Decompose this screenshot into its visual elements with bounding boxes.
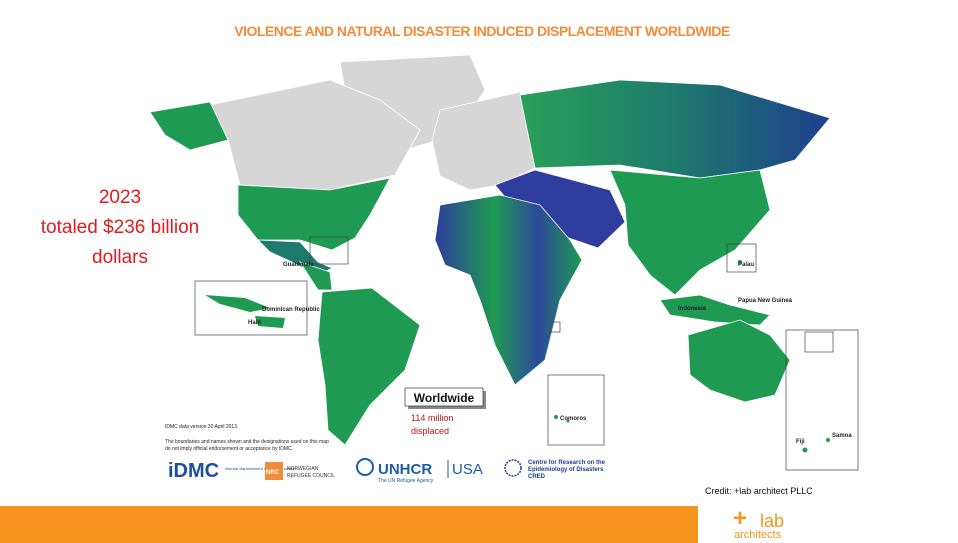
cuba bbox=[205, 295, 270, 312]
idmc-logo: iDMC bbox=[168, 460, 219, 482]
asia bbox=[609, 169, 771, 296]
note: do not imply official endorsement or acc… bbox=[165, 446, 293, 452]
nrc-square bbox=[265, 462, 283, 480]
cost-line: totaled $236 billion bbox=[41, 217, 199, 238]
island bbox=[802, 447, 808, 453]
note: IDMC data version 30 April 2013 bbox=[165, 424, 237, 430]
map-label: Papua New Guinea bbox=[738, 298, 793, 304]
note: The boundaries and names shown and the d… bbox=[165, 439, 329, 445]
inset-boxes bbox=[194, 236, 859, 471]
hispaniola bbox=[255, 316, 285, 328]
caribbean-inset bbox=[194, 280, 308, 336]
map-label: Samoa bbox=[832, 433, 852, 439]
worldwide-value: 114 million bbox=[411, 413, 453, 423]
nrc-logo: NRC bbox=[266, 470, 280, 476]
comoros-inset bbox=[547, 374, 605, 446]
pacific-marker bbox=[804, 331, 834, 353]
palau-inset bbox=[726, 243, 757, 273]
map-label: Haiti bbox=[248, 320, 261, 326]
central-america bbox=[299, 261, 333, 291]
brand-name: lab bbox=[760, 511, 784, 531]
inset-islands bbox=[205, 260, 830, 453]
map-label: Indonesia bbox=[678, 306, 707, 312]
brand-mark: + bbox=[733, 505, 747, 532]
map-label: Comoros bbox=[560, 416, 587, 422]
world-map bbox=[149, 54, 831, 446]
cred-text: Centre for Research on the bbox=[528, 460, 606, 466]
nrc-sub: REFUGEE COUNCIL bbox=[287, 473, 335, 479]
cred-text: Epidemiology of Disasters bbox=[528, 467, 604, 473]
unhcr-country: USA bbox=[452, 461, 483, 478]
map-label: Palau bbox=[738, 262, 754, 268]
indonesia-islands bbox=[659, 294, 771, 326]
unhcr-emblem bbox=[356, 458, 374, 476]
russia bbox=[519, 79, 831, 179]
unhcr-logo: UNHCR bbox=[378, 461, 432, 478]
cred-text: CRED bbox=[528, 474, 546, 480]
worldwide-box bbox=[404, 387, 484, 407]
comoros-marker bbox=[549, 321, 561, 333]
footer-bar bbox=[0, 506, 698, 543]
africa bbox=[434, 194, 583, 386]
unhcr-sub: The UN Refugee Agency bbox=[378, 478, 434, 484]
map-label: Fiji bbox=[796, 439, 805, 445]
credit: Credit: +lab architect PLLC bbox=[705, 486, 813, 496]
worldwide-heading: Worldwide bbox=[414, 391, 475, 405]
logos: iDMC internal displacement monitoring ce… bbox=[168, 458, 606, 484]
brand-sub: architects bbox=[734, 529, 782, 541]
caribbean-marker bbox=[309, 236, 349, 265]
cost-line: dollars bbox=[92, 247, 148, 268]
island bbox=[738, 260, 742, 264]
cost-text: 2023 totaled $236 billion dollars bbox=[41, 187, 199, 268]
idmc-sub: internal displacement monitoring centre bbox=[225, 466, 296, 471]
year: 2023 bbox=[99, 187, 141, 208]
pacific-inset bbox=[785, 329, 859, 471]
map-label: Dominican Republic bbox=[262, 307, 320, 313]
cred-emblem bbox=[504, 459, 522, 477]
worldwide-value: displaced bbox=[411, 426, 449, 436]
australia bbox=[687, 319, 791, 403]
canada bbox=[209, 79, 421, 191]
map-label: Guatemala bbox=[283, 262, 314, 268]
island bbox=[826, 438, 830, 442]
alaska bbox=[149, 101, 229, 151]
title: VIOLENCE AND NATURAL DISASTER INDUCED DI… bbox=[234, 23, 730, 39]
usa bbox=[237, 177, 391, 251]
nrc-sub: NORWEGIAN bbox=[287, 466, 319, 472]
south-america bbox=[317, 287, 421, 446]
island bbox=[566, 419, 570, 423]
island bbox=[554, 415, 558, 419]
